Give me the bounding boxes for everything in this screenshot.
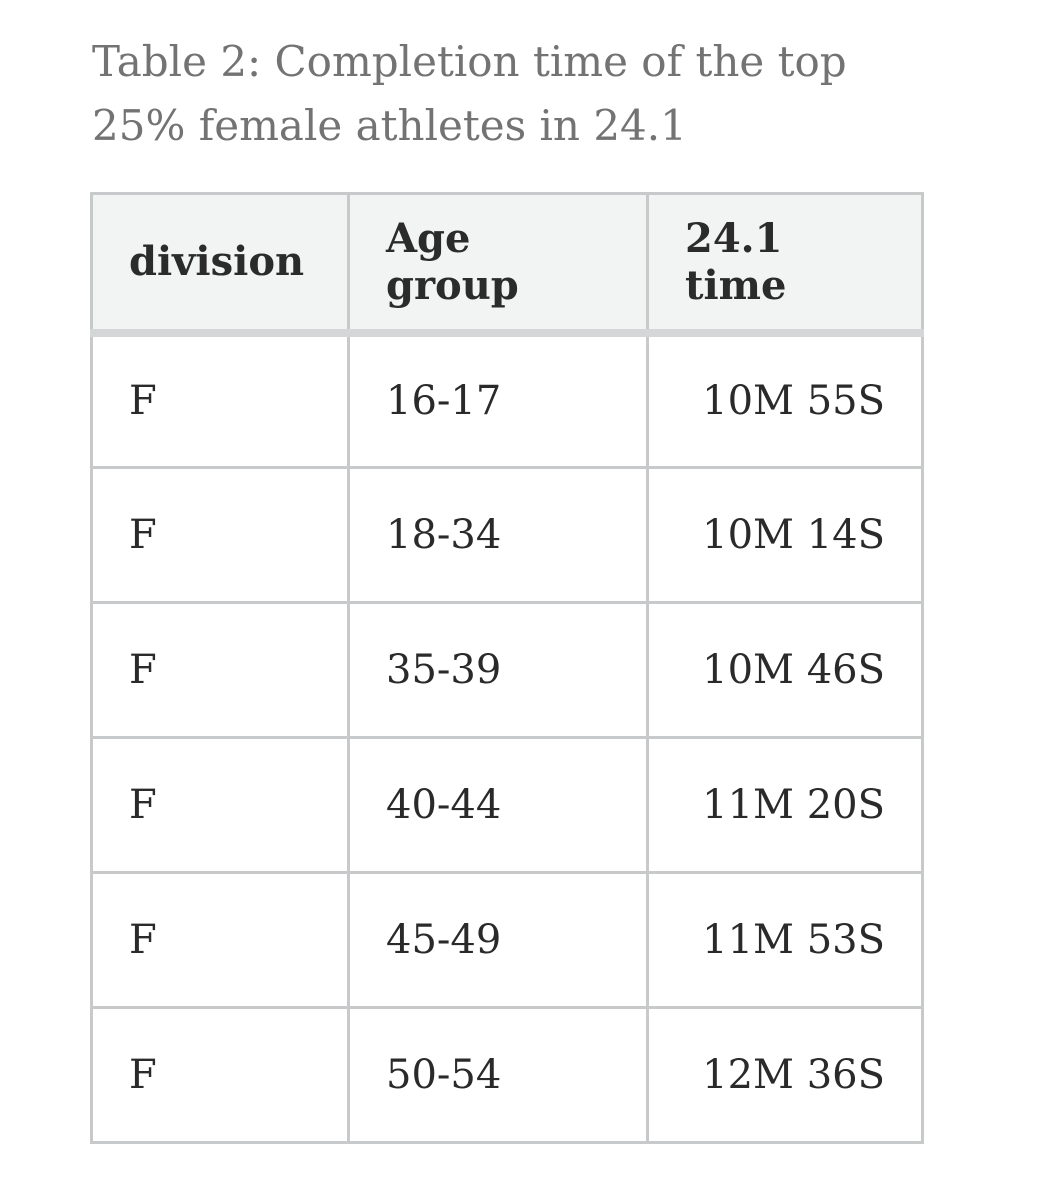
table-row: F 50-54 12M 36S [90, 1006, 924, 1144]
cell-time: 12M 36S [646, 1006, 924, 1144]
table-row: F 40-44 11M 20S [90, 736, 924, 874]
table-row: F 16-17 10M 55S [90, 331, 924, 469]
cell-division: F [90, 736, 350, 874]
header-age-group: Age group [347, 192, 649, 337]
cell-division: F [90, 331, 350, 469]
cell-age-group: 50-54 [347, 1006, 649, 1144]
cell-division: F [90, 466, 350, 604]
table-row: F 45-49 11M 53S [90, 871, 924, 1009]
header-division: division [90, 192, 350, 337]
cell-time: 10M 14S [646, 466, 924, 604]
cell-age-group: 40-44 [347, 736, 649, 874]
cell-division: F [90, 601, 350, 739]
table-header-row: division Age group 24.1 time [90, 192, 924, 337]
cell-time: 10M 46S [646, 601, 924, 739]
cell-age-group: 45-49 [347, 871, 649, 1009]
cell-time: 11M 53S [646, 871, 924, 1009]
cell-division: F [90, 1006, 350, 1144]
cell-age-group: 16-17 [347, 331, 649, 469]
table-row: F 35-39 10M 46S [90, 601, 924, 739]
cell-time: 11M 20S [646, 736, 924, 874]
cell-time: 10M 55S [646, 331, 924, 469]
header-time: 24.1 time [646, 192, 924, 337]
completion-time-table: division Age group 24.1 time F 16-17 10M… [90, 192, 924, 1144]
cell-age-group: 18-34 [347, 466, 649, 604]
table-row: F 18-34 10M 14S [90, 466, 924, 604]
cell-division: F [90, 871, 350, 1009]
cell-age-group: 35-39 [347, 601, 649, 739]
table-caption: Table 2: Completion time of the top 25% … [92, 37, 847, 150]
